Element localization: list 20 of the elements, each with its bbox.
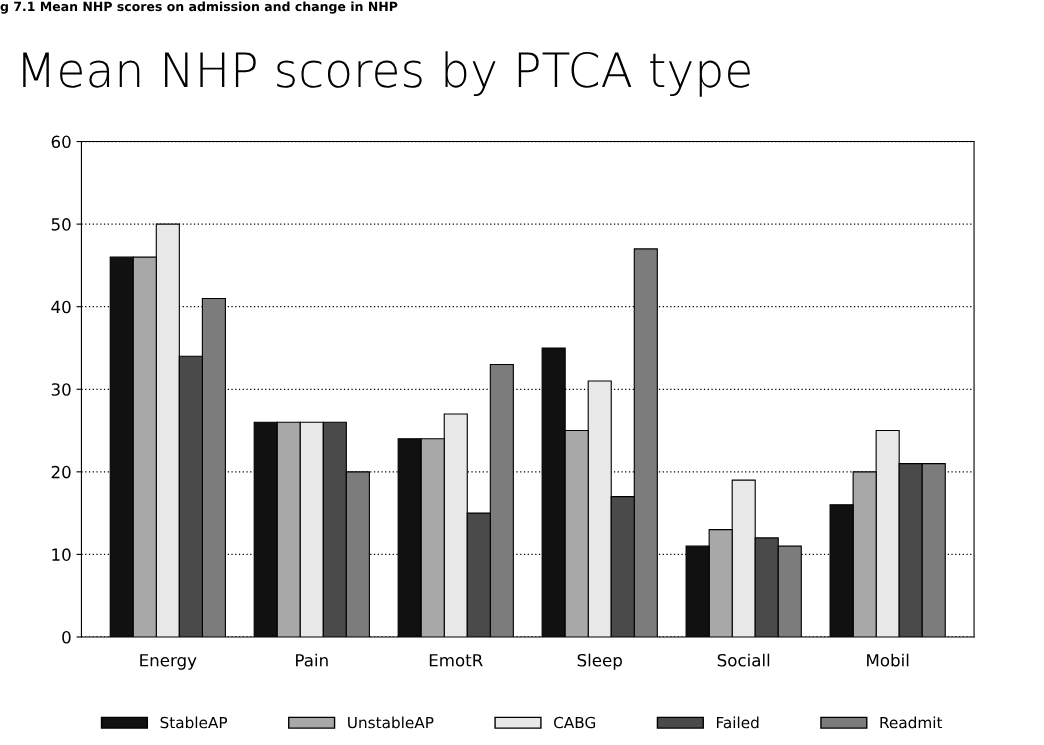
x-tick-label: Sleep <box>577 653 622 670</box>
legend-label: Readmit <box>880 716 943 729</box>
legend-label: CABG <box>553 716 596 729</box>
legend-label: Failed <box>716 716 759 729</box>
y-tick-label: 40 <box>51 300 71 314</box>
legend-label: UnstableAP <box>348 716 434 729</box>
text: g 7.1 Mean NHP scores on admission and change in NHP <box>0 1 398 14</box>
x-tick-label: Mobil <box>867 653 909 667</box>
legend-label: StableAP <box>160 716 228 729</box>
chart-title: Mean NHP scores by PTCA type <box>23 51 750 97</box>
y-tick-label: 50 <box>51 218 71 231</box>
y-tick-label: 0 <box>62 630 71 644</box>
y-tick-label: 10 <box>52 548 71 561</box>
y-tick-label: 20 <box>51 465 71 479</box>
x-tick-label: Energy <box>140 654 197 670</box>
x-tick-label: EmotR <box>429 654 483 667</box>
x-tick-label: Sociall <box>717 653 770 667</box>
y-tick-label: 60 <box>51 135 71 149</box>
x-tick-label: Pain <box>296 653 328 667</box>
y-tick-label: 30 <box>51 383 71 396</box>
